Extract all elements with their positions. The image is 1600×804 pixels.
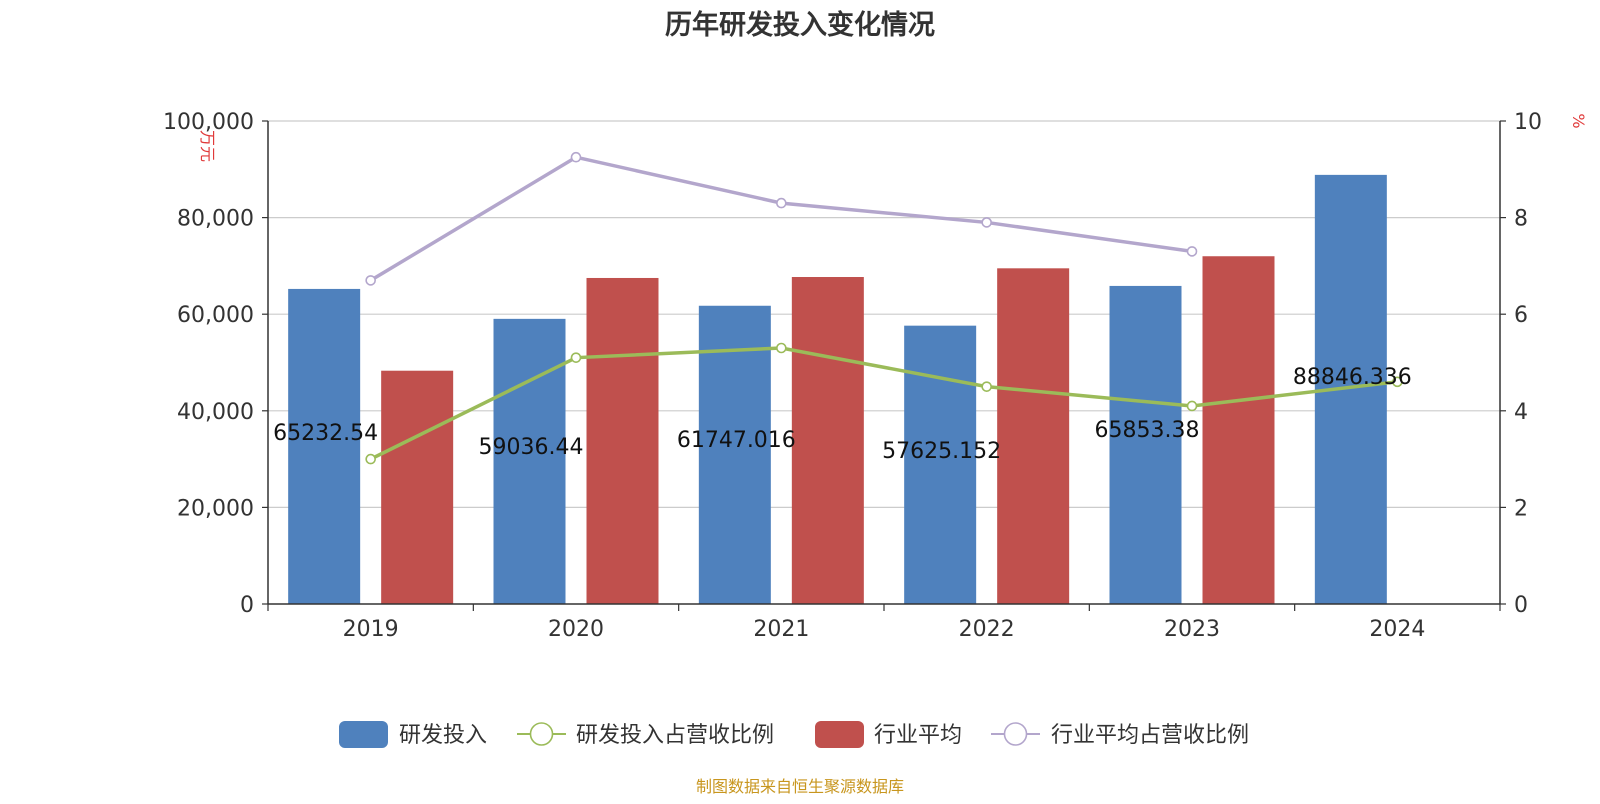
right-tick-label: 2 (1514, 496, 1528, 521)
bar-rd-investment-2020 (493, 318, 566, 604)
right-axis-unit: % (1569, 113, 1588, 128)
point-industry-ratio (570, 151, 582, 163)
line-rd-ratio (369, 346, 1398, 461)
left-tick-label: 80,000 (177, 207, 254, 232)
point-rd-ratio (776, 342, 787, 354)
data-label: 61747.016 (677, 428, 796, 453)
bar-rd-investment-2022 (904, 325, 977, 604)
left-tick-label: 40,000 (177, 400, 254, 425)
bar-industry-avg-2022 (997, 268, 1070, 604)
bar-industry-avg-2020 (586, 277, 659, 604)
bar-rd-investment-2021 (698, 305, 771, 604)
data-label: 88846.336 (1293, 365, 1412, 390)
bar-rd-investment-2023 (1109, 285, 1182, 604)
legend-label: 研发投入占营收比例 (576, 723, 774, 748)
data-label: 57625.152 (882, 439, 1001, 464)
left-tick-label: 0 (240, 593, 254, 618)
right-tick-label: 6 (1514, 303, 1528, 328)
left-tick-label: 20,000 (177, 496, 254, 521)
point-rd-ratio (981, 381, 992, 392)
legend-swatch (815, 721, 864, 748)
bar-industry-avg-2021 (791, 277, 864, 604)
point-rd-ratio (1392, 376, 1403, 388)
bar-rd-investment-2019 (288, 288, 361, 604)
left-axis-unit: 万元 (198, 130, 217, 162)
bar-industry-avg-2019 (381, 370, 454, 604)
data-label: 65232.54 (273, 421, 378, 446)
legend-swatch-marker (1003, 722, 1028, 746)
legend-swatch-marker (529, 722, 554, 746)
point-rd-ratio (570, 352, 582, 363)
x-tick-label: 2024 (1369, 617, 1425, 642)
legend-swatch (339, 721, 388, 748)
point-industry-ratio (1186, 246, 1198, 257)
right-tick-label: 10 (1514, 110, 1542, 135)
legend-label: 行业平均 (874, 723, 962, 748)
left-tick-label: 60,000 (177, 303, 254, 328)
right-tick-label: 4 (1514, 400, 1528, 425)
data-label: 65853.38 (1095, 418, 1200, 443)
x-tick-label: 2019 (343, 617, 399, 642)
point-rd-ratio (1186, 400, 1198, 412)
x-tick-label: 2023 (1164, 617, 1220, 642)
right-tick-label: 8 (1514, 207, 1528, 232)
legend: 研发投入 研发投入占营收比例 行业平均 行业平均占营收比例 (339, 721, 1249, 748)
line-industry-ratio (369, 155, 1193, 282)
legend-label: 研发投入 (399, 723, 487, 748)
point-industry-ratio (776, 197, 787, 209)
right-tick-label: 0 (1514, 593, 1528, 618)
source-note: 制图数据来自恒生聚源数据库 (696, 777, 904, 796)
legend-label: 行业平均占营收比例 (1051, 723, 1249, 748)
point-rd-ratio (365, 453, 376, 465)
data-label: 59036.44 (479, 435, 584, 460)
point-industry-ratio (365, 275, 376, 286)
left-tick-label: 100,000 (163, 110, 254, 135)
chart-title: 历年研发投入变化情况 (665, 9, 935, 41)
x-tick-label: 2021 (753, 617, 809, 642)
point-industry-ratio (981, 217, 992, 228)
bar-industry-avg-2023 (1202, 256, 1275, 604)
x-tick-label: 2020 (548, 617, 604, 642)
x-tick-label: 2022 (959, 617, 1015, 642)
